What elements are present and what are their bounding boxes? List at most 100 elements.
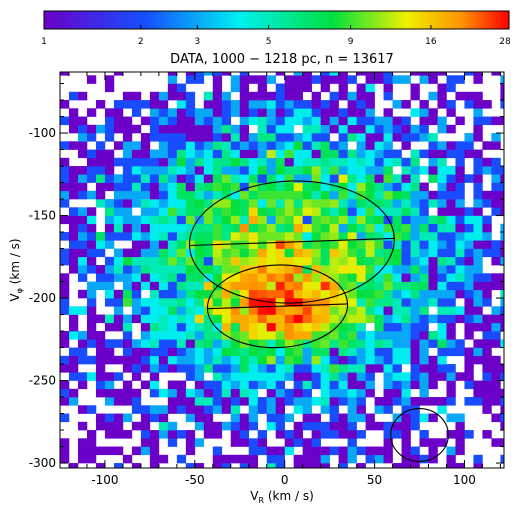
heatmap-cell [446,298,456,307]
heatmap-cell [77,256,88,266]
heatmap-cell [77,223,88,233]
heatmap-cell [293,273,303,282]
heatmap-cell [455,289,465,299]
heatmap-cell [302,314,312,324]
heatmap-cell [104,116,115,126]
heatmap-cell [131,364,142,373]
heatmap-cell [383,298,393,307]
heatmap-cell [500,298,504,307]
heatmap-cell [194,322,205,332]
heatmap-cell [149,454,160,464]
heatmap-cell [356,141,366,150]
heatmap-cell [167,166,178,175]
heatmap-cell [221,207,232,216]
heatmap-cell [140,207,151,216]
heatmap-cell [311,149,321,159]
heatmap-cell [500,397,504,406]
heatmap-cell [464,430,474,439]
heatmap-cell [383,190,393,200]
heatmap-cell [401,116,411,126]
heatmap-cell [86,281,97,291]
heatmap-cell [284,124,294,134]
heatmap-cell [239,223,250,233]
heatmap-cell [338,446,348,456]
ellipse-major-axis [189,237,395,247]
heatmap-cell [392,339,402,348]
heatmap-cell [329,405,339,414]
heatmap-cell [293,133,303,142]
colorbar-tick-label: 2 [138,37,144,47]
heatmap-cell [131,421,142,431]
heatmap-cell [311,116,321,126]
heatmap-cell [356,306,366,315]
heatmap-cell [320,116,330,126]
heatmap-cell [293,72,303,76]
heatmap-cell [302,265,312,274]
heatmap-cell [473,232,483,241]
heatmap-cell [383,380,393,390]
heatmap-cell [221,157,232,167]
heatmap-cell [437,405,447,414]
heatmap-cell [158,355,169,365]
heatmap-cell [60,388,70,398]
heatmap-cell [185,281,196,291]
heatmap-cell [284,207,294,216]
heatmap-cell [383,454,393,464]
heatmap-cell [365,446,375,456]
heatmap-cell [338,347,348,357]
heatmap-cell [158,289,169,299]
heatmap-cell [392,256,402,266]
heatmap-cell [347,405,357,414]
heatmap-cell [428,133,438,142]
heatmap-cell [221,289,232,299]
heatmap-cell [500,388,504,398]
heatmap-cell [419,215,429,225]
heatmap-cell [329,273,339,282]
heatmap-cell [428,72,438,76]
heatmap-cell [149,314,160,324]
heatmap-cell [212,100,223,109]
heatmap-cell [320,100,330,109]
heatmap-cell [230,223,241,233]
heatmap-cell [266,100,277,109]
heatmap-cell [230,83,241,93]
heatmap-cell [266,421,277,431]
heatmap-cell [302,380,312,390]
heatmap-cell [60,438,70,447]
heatmap-cell [68,108,79,117]
heatmap-cell [365,364,375,373]
heatmap-cell [140,265,151,274]
heatmap-cell [60,199,70,208]
heatmap-cell [167,430,178,439]
heatmap-cell [275,215,285,225]
heatmap-cell [95,149,106,159]
heatmap-cell [203,141,214,150]
heatmap-cell [401,232,411,241]
heatmap-cell [221,223,232,233]
heatmap-cell [455,314,465,324]
heatmap-cell [140,306,151,315]
heatmap-cell [104,166,115,175]
colorbar-ticks: 1 2 3 5 9 16 28 [41,25,511,47]
heatmap-cell [446,149,456,159]
heatmap-cell [68,116,79,126]
heatmap-cell [338,355,348,365]
heatmap-cell [194,190,205,200]
heatmap-cell [212,133,223,142]
heatmap-cell [311,75,321,84]
heatmap-cell [446,289,456,299]
heatmap-cell [257,430,268,439]
heatmap-cell [140,273,151,282]
heatmap-cell [212,322,223,332]
heatmap-cell [455,256,465,266]
heatmap-cell [131,265,142,274]
heatmap-cell [311,463,321,468]
heatmap-cell [284,75,294,84]
heatmap-cell [122,364,133,373]
heatmap-cell [302,100,312,109]
heatmap-cell [374,174,384,183]
heatmap-cell [446,339,456,348]
heatmap-cell [500,289,504,299]
heatmap-cell [176,124,187,134]
heatmap-cell [401,166,411,175]
